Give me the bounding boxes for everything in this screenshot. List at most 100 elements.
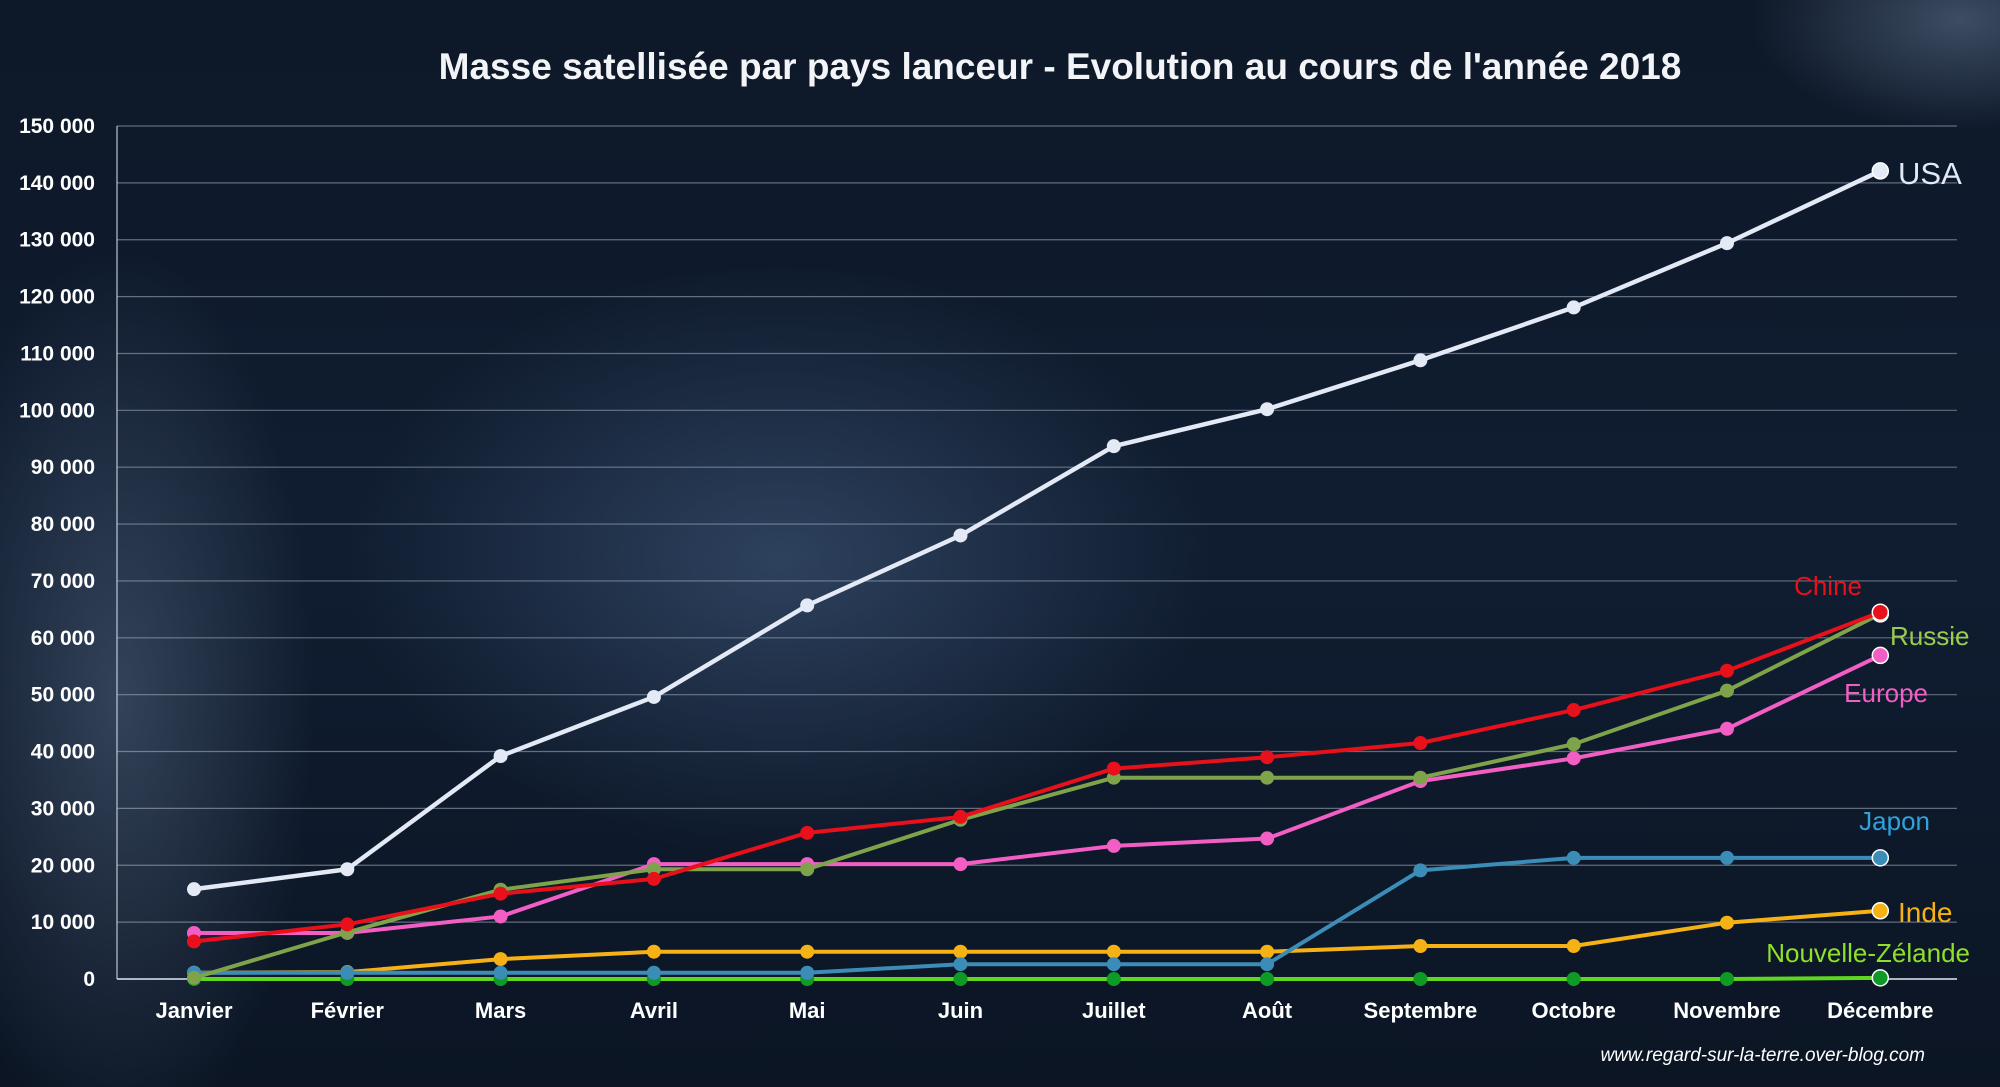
data-point (1871, 902, 1890, 920)
y-tick-label: 80 000 (31, 513, 95, 536)
y-tick-label: 120 000 (19, 286, 95, 309)
y-tick-label: 110 000 (20, 342, 95, 365)
data-point (1871, 849, 1890, 867)
x-tick-label: Octobre (1532, 998, 1616, 1023)
data-point (1720, 972, 1734, 986)
data-point (1413, 863, 1428, 878)
data-point (1106, 761, 1121, 776)
gridlines (117, 125, 1957, 923)
series-line (193, 168, 1882, 892)
series-russie (187, 605, 1890, 985)
series-group (187, 162, 1890, 987)
data-point (1106, 972, 1121, 986)
data-point (800, 944, 815, 959)
data-point (1413, 353, 1428, 368)
series-usa (187, 162, 1890, 897)
data-point (953, 972, 968, 986)
y-tick-label: 130 000 (19, 229, 95, 252)
x-tick-label: Décembre (1827, 998, 1933, 1023)
data-point (1106, 944, 1121, 959)
data-point (1871, 969, 1890, 987)
x-tick-label: Mars (475, 998, 526, 1023)
y-tick-label: 90 000 (31, 456, 95, 479)
data-point (340, 917, 355, 932)
x-tick-label: Janvier (155, 998, 232, 1023)
series-line (194, 653, 1882, 935)
data-point (493, 965, 508, 980)
data-point (800, 598, 815, 613)
data-point (953, 809, 968, 824)
data-point (1106, 439, 1121, 454)
x-tick-label: Février (311, 998, 385, 1023)
y-tick-label: 140 000 (19, 172, 95, 195)
data-point (646, 965, 661, 980)
series-label: Nouvelle-Zélande (1766, 938, 1970, 968)
series-inde (187, 902, 1890, 980)
data-point (1720, 850, 1734, 865)
data-point (1413, 939, 1428, 954)
data-point (1566, 751, 1581, 766)
series-chine (187, 603, 1890, 949)
series-line (194, 975, 1881, 981)
series-label: USA (1898, 156, 1962, 191)
y-axis: 0 10 000 20 000 30 000 40 000 50 000 60 000 70 … (19, 115, 118, 991)
data-point (953, 857, 968, 872)
data-point (1260, 972, 1275, 986)
data-point (1566, 300, 1581, 315)
y-tick-label: 20 000 (31, 854, 95, 877)
data-point (953, 957, 968, 972)
data-point (800, 965, 815, 980)
x-tick-label: Juin (938, 998, 983, 1023)
data-point (1260, 944, 1275, 959)
data-point (1720, 663, 1734, 678)
data-point (800, 825, 815, 840)
data-point (187, 934, 201, 949)
data-point (1566, 972, 1581, 986)
data-point (1260, 831, 1275, 846)
series-labels: USA Chine Russie Europe Japon Inde Nouvelle-Zé… (1766, 156, 1970, 968)
data-point (953, 944, 968, 959)
series-label: Japon (1859, 806, 1930, 836)
series-label: Chine (1794, 571, 1862, 601)
y-tick-label: 50 000 (31, 684, 95, 707)
data-point (800, 862, 815, 877)
data-point (493, 886, 508, 901)
data-point (646, 689, 661, 704)
data-point (187, 882, 201, 897)
x-tick-label: Avril (630, 998, 678, 1023)
data-point (1566, 703, 1581, 718)
data-point (1566, 850, 1581, 865)
data-point (1413, 972, 1428, 986)
series-label: Europe (1844, 678, 1928, 708)
x-tick-label: Septembre (1364, 998, 1478, 1023)
data-point (1720, 915, 1734, 930)
y-tick-label: 60 000 (31, 627, 95, 650)
series-line (194, 855, 1881, 975)
series-japon (187, 849, 1890, 980)
data-point (187, 970, 201, 985)
y-tick-label: 40 000 (31, 741, 95, 764)
series-line (193, 908, 1881, 975)
x-tick-label: Août (1242, 998, 1293, 1023)
data-point (1413, 770, 1428, 785)
series-label: Russie (1890, 621, 1969, 651)
y-tick-label: 150 000 (19, 115, 95, 138)
source-credit: www.regard-sur-la-terre.over-blog.com (1600, 1045, 1925, 1066)
data-point (493, 952, 508, 967)
data-point (493, 909, 508, 924)
data-point (1260, 770, 1275, 785)
data-point (1106, 957, 1121, 972)
data-point (1106, 838, 1121, 853)
x-tick-label: Juillet (1082, 998, 1146, 1023)
data-point (1720, 683, 1734, 698)
data-point (493, 749, 508, 764)
data-point (1566, 737, 1581, 752)
y-tick-label: 0 (83, 968, 95, 991)
data-point (646, 862, 661, 877)
y-tick-label: 10 000 (31, 911, 95, 934)
y-tick-label: 70 000 (31, 570, 95, 593)
data-point (646, 871, 661, 886)
data-point (1566, 939, 1581, 954)
